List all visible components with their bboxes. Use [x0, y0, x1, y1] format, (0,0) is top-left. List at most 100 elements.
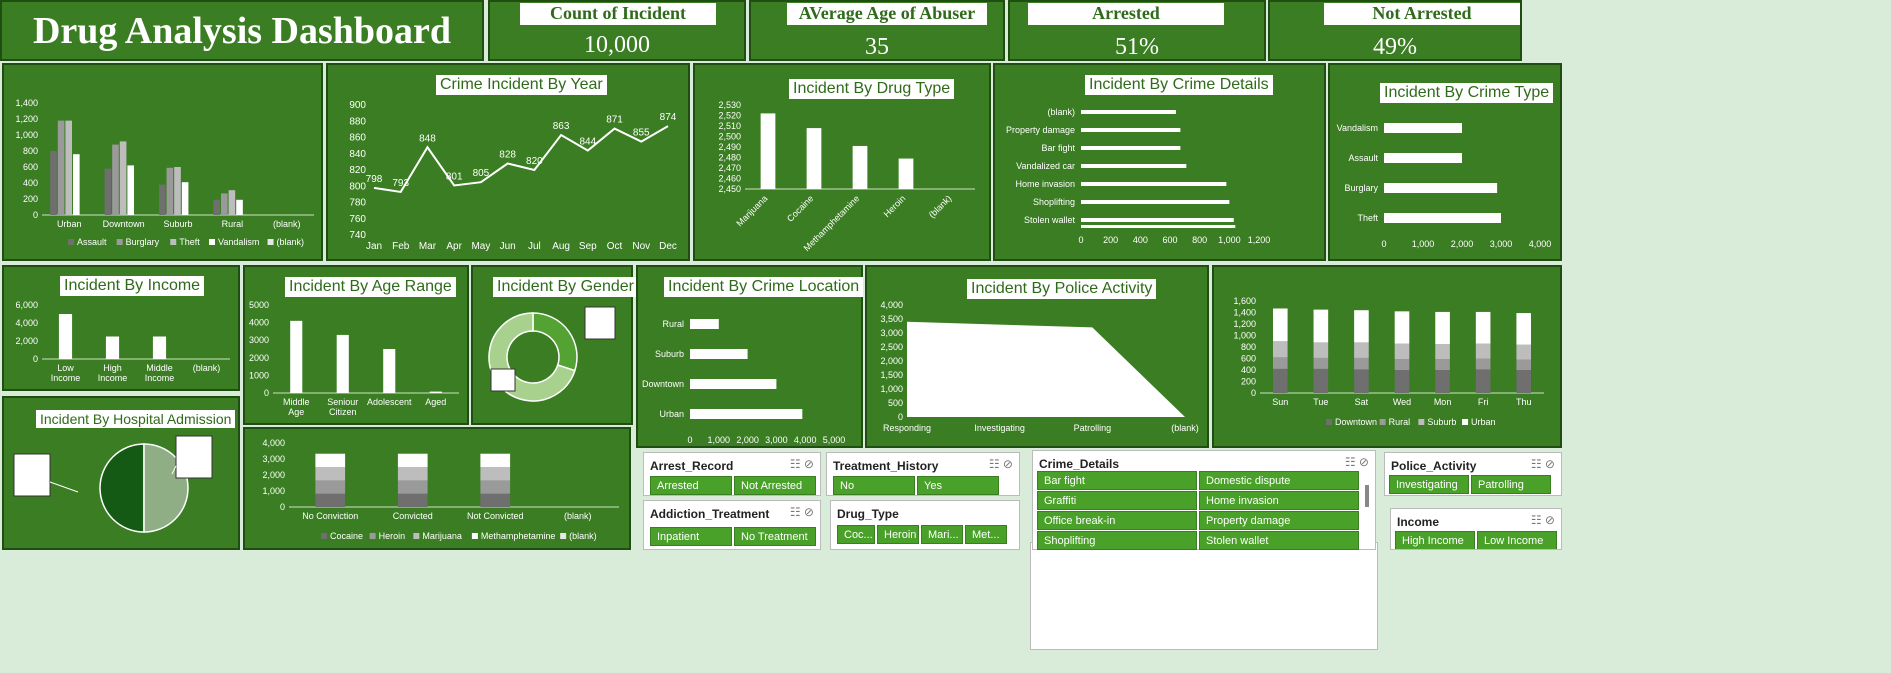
leader-line	[49, 481, 79, 493]
y-tick-label: 500	[888, 398, 903, 408]
y-tick-label: (blank)	[1047, 107, 1075, 117]
y-tick-label: 1,400	[1233, 308, 1256, 318]
slicer-income-item[interactable]: Low Income	[1477, 531, 1557, 549]
slicer-addiction: Addiction_Treatment ☷ ⊘ Inpatient No Tre…	[643, 500, 821, 550]
slicer-drug-item[interactable]: Coc...	[837, 525, 875, 544]
y-tick-label: 0	[280, 502, 285, 512]
slicer-crime-item[interactable]: Home invasion	[1199, 491, 1359, 510]
slicer-addiction-item[interactable]: Inpatient	[650, 527, 732, 546]
slicer-drug-item[interactable]: Mari...	[921, 525, 963, 544]
bar	[58, 314, 73, 359]
y-tick-label: 600	[1241, 354, 1256, 364]
bar	[50, 151, 57, 215]
x-tick-label: 2,000	[1451, 239, 1474, 249]
x-tick-label: Middle	[283, 397, 310, 407]
data-label: 801	[446, 171, 463, 182]
y-tick-label: 1,000	[262, 486, 285, 496]
legend-label: Vandalism	[218, 237, 259, 247]
slicer-crime-item[interactable]: Domestic dispute	[1199, 471, 1359, 490]
y-tick-label: 2,520	[718, 111, 741, 121]
chart-title-hospital: Incident By Hospital Admission	[36, 410, 236, 428]
x-tick-label: Dec	[659, 241, 677, 252]
x-tick-label: Income	[145, 373, 175, 383]
slicer-crime-item[interactable]: Graffiti	[1037, 491, 1197, 510]
dashboard-title: Drug Analysis Dashboard	[32, 10, 452, 52]
y-tick-label: 1,400	[15, 98, 38, 108]
legend-label: Urban	[1471, 417, 1496, 427]
slicer-crime-item[interactable]: Bar fight	[1037, 471, 1197, 490]
legend-label: Burglary	[126, 237, 160, 247]
bar-segment	[1435, 370, 1450, 393]
slicer-drug-item[interactable]: Heroin	[877, 525, 919, 544]
bar	[852, 145, 868, 189]
y-tick-label: Stolen wallet	[1024, 215, 1076, 225]
kpi-not-arrested-label: Not Arrested	[1324, 3, 1520, 25]
chart-by-drug: 2,4502,4602,4702,4802,4902,5002,5102,520…	[718, 100, 975, 253]
slicer-arrest-title: Arrest_Record	[650, 459, 734, 473]
y-tick-label: Vandalism	[1337, 123, 1378, 133]
bar	[236, 199, 243, 215]
slicer-police-item[interactable]: Patrolling	[1471, 475, 1551, 494]
slicer-scrollbar[interactable]	[1365, 485, 1369, 507]
bar-segment	[397, 493, 428, 507]
filter-icon[interactable]: ☷ ⊘	[1530, 513, 1555, 527]
filter-icon[interactable]: ☷ ⊘	[1344, 455, 1369, 469]
legend-swatch	[1326, 419, 1332, 425]
y-tick-label: 5000	[249, 300, 269, 310]
filter-icon[interactable]: ☷ ⊘	[1530, 457, 1555, 471]
y-tick-label: Urban	[659, 409, 684, 419]
kpi-arrested-value: 51%	[1115, 34, 1159, 60]
slicer-arrest-item[interactable]: Arrested	[650, 476, 732, 495]
y-tick-label: 6,000	[15, 300, 38, 310]
bar-segment	[1516, 313, 1532, 345]
slicer-crime-item[interactable]: Stolen wallet	[1199, 531, 1359, 550]
x-tick-label: May	[471, 241, 490, 252]
y-tick-label: 760	[349, 214, 366, 225]
x-tick-label: 800	[1192, 235, 1207, 245]
bar	[898, 158, 914, 189]
x-tick-label: Suburb	[163, 219, 192, 229]
chart-by-year: 740 760 780 800 820 840 860 880 900 Jan 798 Feb 793 M…	[349, 100, 677, 252]
slicer-income-item[interactable]: High Income	[1395, 531, 1475, 549]
bar-segment	[480, 453, 511, 467]
slicer-arrest-item[interactable]: Not Arrested	[734, 476, 816, 495]
slicer-crime-details-title: Crime_Details	[1039, 457, 1120, 471]
bar	[112, 144, 119, 215]
panel-by-age: Incident By Age Range 0 1000 2000 3000 4000 5…	[243, 265, 469, 425]
x-tick-label: Convicted	[393, 511, 433, 521]
y-tick-label: 2,470	[718, 163, 741, 173]
y-tick-label: 2,450	[718, 184, 741, 194]
y-tick-label: 0	[264, 388, 269, 398]
panel-by-location: Incident By Crime Location 0 1,000 2,000 3,…	[636, 265, 864, 448]
bar	[760, 113, 776, 189]
y-tick-label: Assault	[1348, 153, 1378, 163]
chart-title-income: Incident By Income	[60, 276, 205, 296]
slicer-crime-item[interactable]: Office break-in	[1037, 511, 1197, 530]
chart-title-location: Incident By Crime Location	[664, 277, 864, 297]
filter-icon[interactable]: ☷ ⊘	[789, 457, 814, 471]
slicer-addiction-item[interactable]: No Treatment	[734, 527, 816, 546]
slicer-treatment-item[interactable]: No	[833, 476, 915, 495]
donut-slice	[532, 312, 578, 372]
x-tick-label: (blank)	[1171, 423, 1199, 433]
chart-title-police: Incident By Police Activity	[967, 279, 1157, 299]
x-tick-label: (blank)	[193, 363, 221, 373]
legend-label: (blank)	[277, 237, 305, 247]
kpi-count: Count of Incident 10,000	[488, 0, 746, 61]
slicer-crime-item[interactable]: Shoplifting	[1037, 531, 1197, 550]
y-tick-label: 4000	[249, 318, 269, 328]
slicer-crime-item[interactable]: Property damage	[1199, 511, 1359, 530]
slicer-treatment-history: Treatment_History ☷ ⊘ No Yes	[826, 452, 1020, 496]
legend-swatch	[321, 533, 327, 539]
slicer-police-item[interactable]: Investigating	[1389, 475, 1469, 494]
bar-segment	[1313, 357, 1329, 369]
panel-by-hospital: Incident By Hospital Admission Yes 50% No 5…	[2, 396, 240, 550]
bar	[104, 168, 112, 215]
slicer-treatment-item[interactable]: Yes	[917, 476, 999, 495]
slicer-drug-item[interactable]: Met...	[965, 525, 1007, 544]
filter-icon[interactable]: ☷ ⊘	[789, 505, 814, 519]
panel-day-by-location: 0 200 400 600 800 1,000 1,200 1,400 1,600 Sun Tue S…	[1212, 265, 1562, 448]
bar	[1384, 123, 1462, 133]
bar-segment	[397, 480, 428, 494]
filter-icon[interactable]: ☷ ⊘	[988, 457, 1013, 471]
